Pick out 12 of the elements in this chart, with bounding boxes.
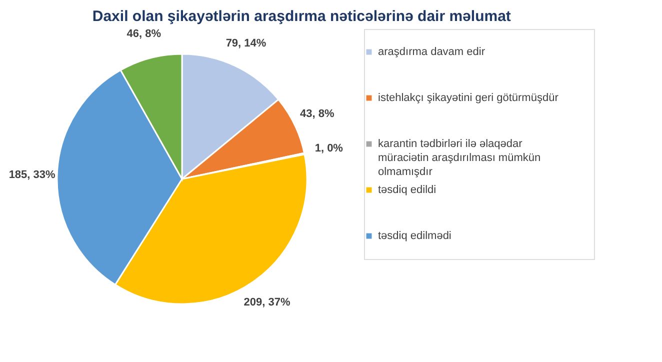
legend-label: istehlakçı şikayətini geri götürmüşdür bbox=[378, 92, 559, 104]
legend-label: təsdiq edildi bbox=[378, 184, 436, 196]
data-label: 46, 8% bbox=[126, 28, 162, 40]
chart-title: Daxil olan şikayətlərin araşdırma nəticələrinə dair məlumat bbox=[92, 8, 511, 25]
data-label: 1, 0% bbox=[314, 142, 344, 155]
legend-label: karantin tədbirləri ilə əlaqədar müraciətin araşdırılması mümkün olmamışdır bbox=[378, 138, 541, 178]
legend-label: araşdırma davam edir bbox=[378, 46, 486, 58]
data-label: 185, 33% bbox=[8, 169, 56, 182]
data-label: 43, 8% bbox=[300, 108, 334, 120]
legend-label: təsdiq edilmədi bbox=[378, 230, 452, 242]
data-label: 209, 37% bbox=[244, 296, 290, 309]
data-label: 79, 14% bbox=[226, 37, 266, 50]
